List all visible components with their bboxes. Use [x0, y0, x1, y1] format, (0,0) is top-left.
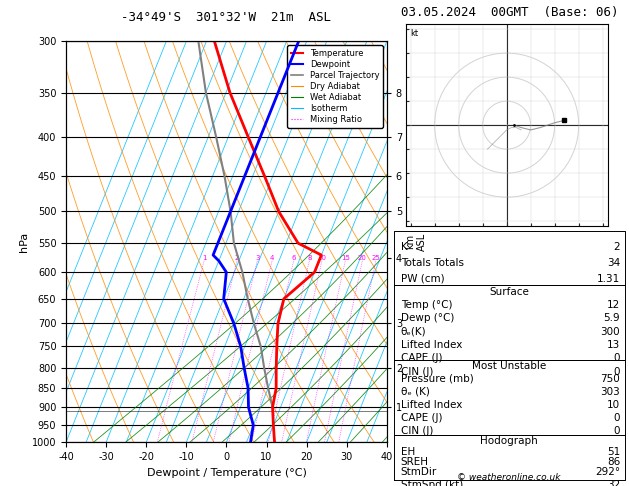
Text: 2: 2: [235, 255, 239, 261]
Text: 4: 4: [270, 255, 274, 261]
Text: 34: 34: [607, 259, 620, 268]
Text: CIN (J): CIN (J): [401, 426, 433, 435]
Text: 51: 51: [607, 447, 620, 457]
Text: Temp (°C): Temp (°C): [401, 300, 452, 310]
Text: Lifted Index: Lifted Index: [401, 399, 462, 410]
Text: K: K: [401, 242, 408, 252]
Text: EH: EH: [401, 447, 415, 457]
Text: CIN (J): CIN (J): [401, 367, 433, 377]
Text: 750: 750: [600, 374, 620, 383]
Text: 25: 25: [371, 255, 380, 261]
Text: 0: 0: [613, 413, 620, 422]
Text: 20: 20: [358, 255, 367, 261]
Text: 0: 0: [613, 353, 620, 364]
Text: 300: 300: [601, 327, 620, 337]
Legend: Temperature, Dewpoint, Parcel Trajectory, Dry Adiabat, Wet Adiabat, Isotherm, Mi: Temperature, Dewpoint, Parcel Trajectory…: [287, 46, 382, 128]
Text: 303: 303: [600, 386, 620, 397]
Text: CAPE (J): CAPE (J): [401, 353, 442, 364]
Text: Pressure (mb): Pressure (mb): [401, 374, 474, 383]
Text: CAPE (J): CAPE (J): [401, 413, 442, 422]
Text: 2: 2: [613, 242, 620, 252]
Y-axis label: hPa: hPa: [19, 232, 29, 252]
Text: StmSpd (kt): StmSpd (kt): [401, 480, 463, 486]
Text: 10: 10: [607, 399, 620, 410]
Text: Dewp (°C): Dewp (°C): [401, 313, 454, 324]
Text: 03.05.2024  00GMT  (Base: 06): 03.05.2024 00GMT (Base: 06): [401, 6, 619, 18]
Text: 292°: 292°: [595, 467, 620, 477]
Text: Most Unstable: Most Unstable: [472, 361, 547, 371]
Text: 32: 32: [607, 480, 620, 486]
Text: θₑ (K): θₑ (K): [401, 386, 430, 397]
Text: 13: 13: [607, 341, 620, 350]
Text: 8: 8: [307, 255, 311, 261]
Text: θₑ(K): θₑ(K): [401, 327, 426, 337]
Text: 10: 10: [318, 255, 326, 261]
Text: SREH: SREH: [401, 457, 429, 467]
Text: StmDir: StmDir: [401, 467, 437, 477]
Text: 15: 15: [341, 255, 350, 261]
Text: Surface: Surface: [489, 287, 529, 297]
Text: 1: 1: [202, 255, 206, 261]
Text: -34°49'S  301°32'W  21m  ASL: -34°49'S 301°32'W 21m ASL: [121, 12, 331, 24]
Text: 6: 6: [291, 255, 296, 261]
Text: 86: 86: [607, 457, 620, 467]
Text: 12: 12: [607, 300, 620, 310]
Text: 0: 0: [613, 426, 620, 435]
Text: Hodograph: Hodograph: [481, 436, 538, 446]
Text: kt: kt: [411, 29, 419, 38]
Text: 0: 0: [613, 367, 620, 377]
Text: Totals Totals: Totals Totals: [401, 259, 464, 268]
X-axis label: Dewpoint / Temperature (°C): Dewpoint / Temperature (°C): [147, 468, 306, 478]
Text: © weatheronline.co.uk: © weatheronline.co.uk: [457, 473, 561, 482]
Text: 5.9: 5.9: [603, 313, 620, 324]
Text: 3: 3: [255, 255, 260, 261]
Y-axis label: km
ASL: km ASL: [405, 233, 426, 251]
Text: PW (cm): PW (cm): [401, 274, 444, 284]
Text: 1.31: 1.31: [597, 274, 620, 284]
Text: Lifted Index: Lifted Index: [401, 341, 462, 350]
